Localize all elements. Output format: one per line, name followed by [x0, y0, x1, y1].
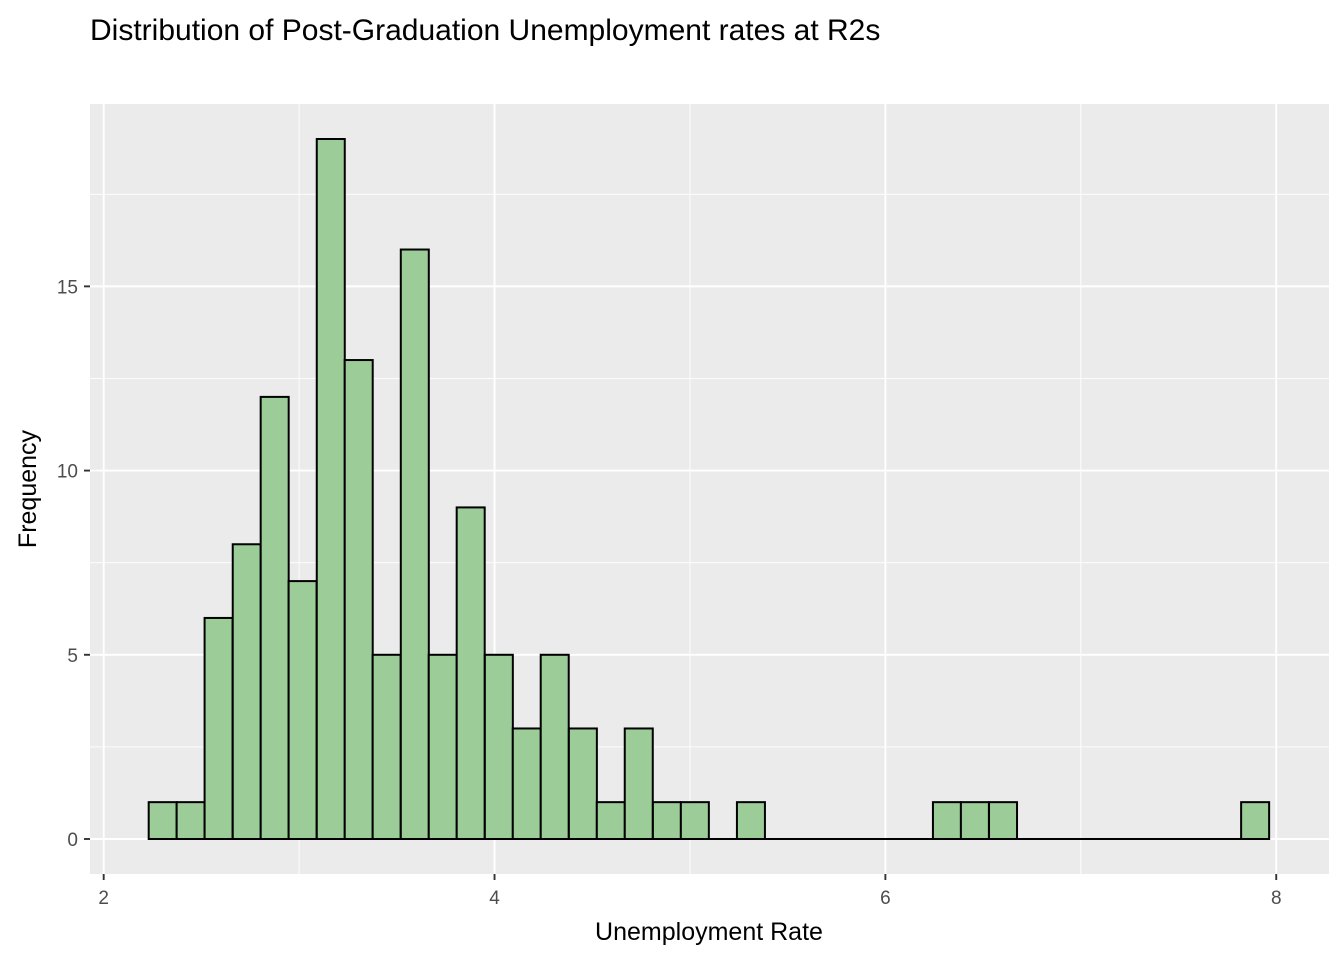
y-tick-label: 0 — [67, 830, 78, 851]
histogram-bar — [511, 727, 542, 841]
y-axis: 0 5 10 15 — [57, 277, 90, 851]
histogram-bar — [231, 543, 262, 841]
histogram-bar — [623, 727, 654, 841]
histogram-bar — [567, 727, 598, 841]
y-tick-label: 15 — [57, 277, 78, 298]
histogram-bar — [988, 801, 1019, 841]
histogram-bar — [595, 801, 626, 841]
y-tick-label: 10 — [57, 462, 78, 483]
histogram-bar — [287, 580, 318, 841]
x-tick-label: 6 — [880, 888, 891, 909]
histogram-bar — [735, 801, 766, 841]
histogram-bar — [259, 395, 290, 840]
y-tick-label: 5 — [67, 646, 78, 667]
histogram-bar — [315, 138, 346, 840]
x-tick-label: 4 — [489, 888, 500, 909]
x-tick-label: 8 — [1271, 888, 1282, 909]
histogram-bar — [343, 359, 374, 840]
histogram-bar — [959, 801, 990, 841]
histogram-bar — [427, 653, 458, 841]
histogram-bar — [399, 248, 430, 841]
x-axis: 2 4 6 8 — [98, 874, 1282, 909]
histogram-bar — [483, 653, 514, 841]
y-axis-title: Frequency — [14, 429, 42, 548]
histogram-bars — [147, 138, 1271, 841]
histogram-bar — [539, 653, 570, 841]
histogram-bar — [371, 653, 402, 841]
histogram-bar — [651, 801, 682, 841]
histogram-bar — [175, 801, 206, 841]
chart-title: Distribution of Post-Graduation Unemploy… — [90, 14, 880, 47]
histogram-bar — [203, 616, 234, 841]
histogram-bar — [931, 801, 962, 841]
histogram-bar — [147, 801, 178, 841]
histogram-bar — [679, 801, 710, 841]
x-tick-label: 2 — [98, 888, 109, 909]
x-axis-title: Unemployment Rate — [595, 918, 823, 946]
histogram-bar — [455, 506, 486, 840]
histogram-bar — [1240, 801, 1271, 841]
